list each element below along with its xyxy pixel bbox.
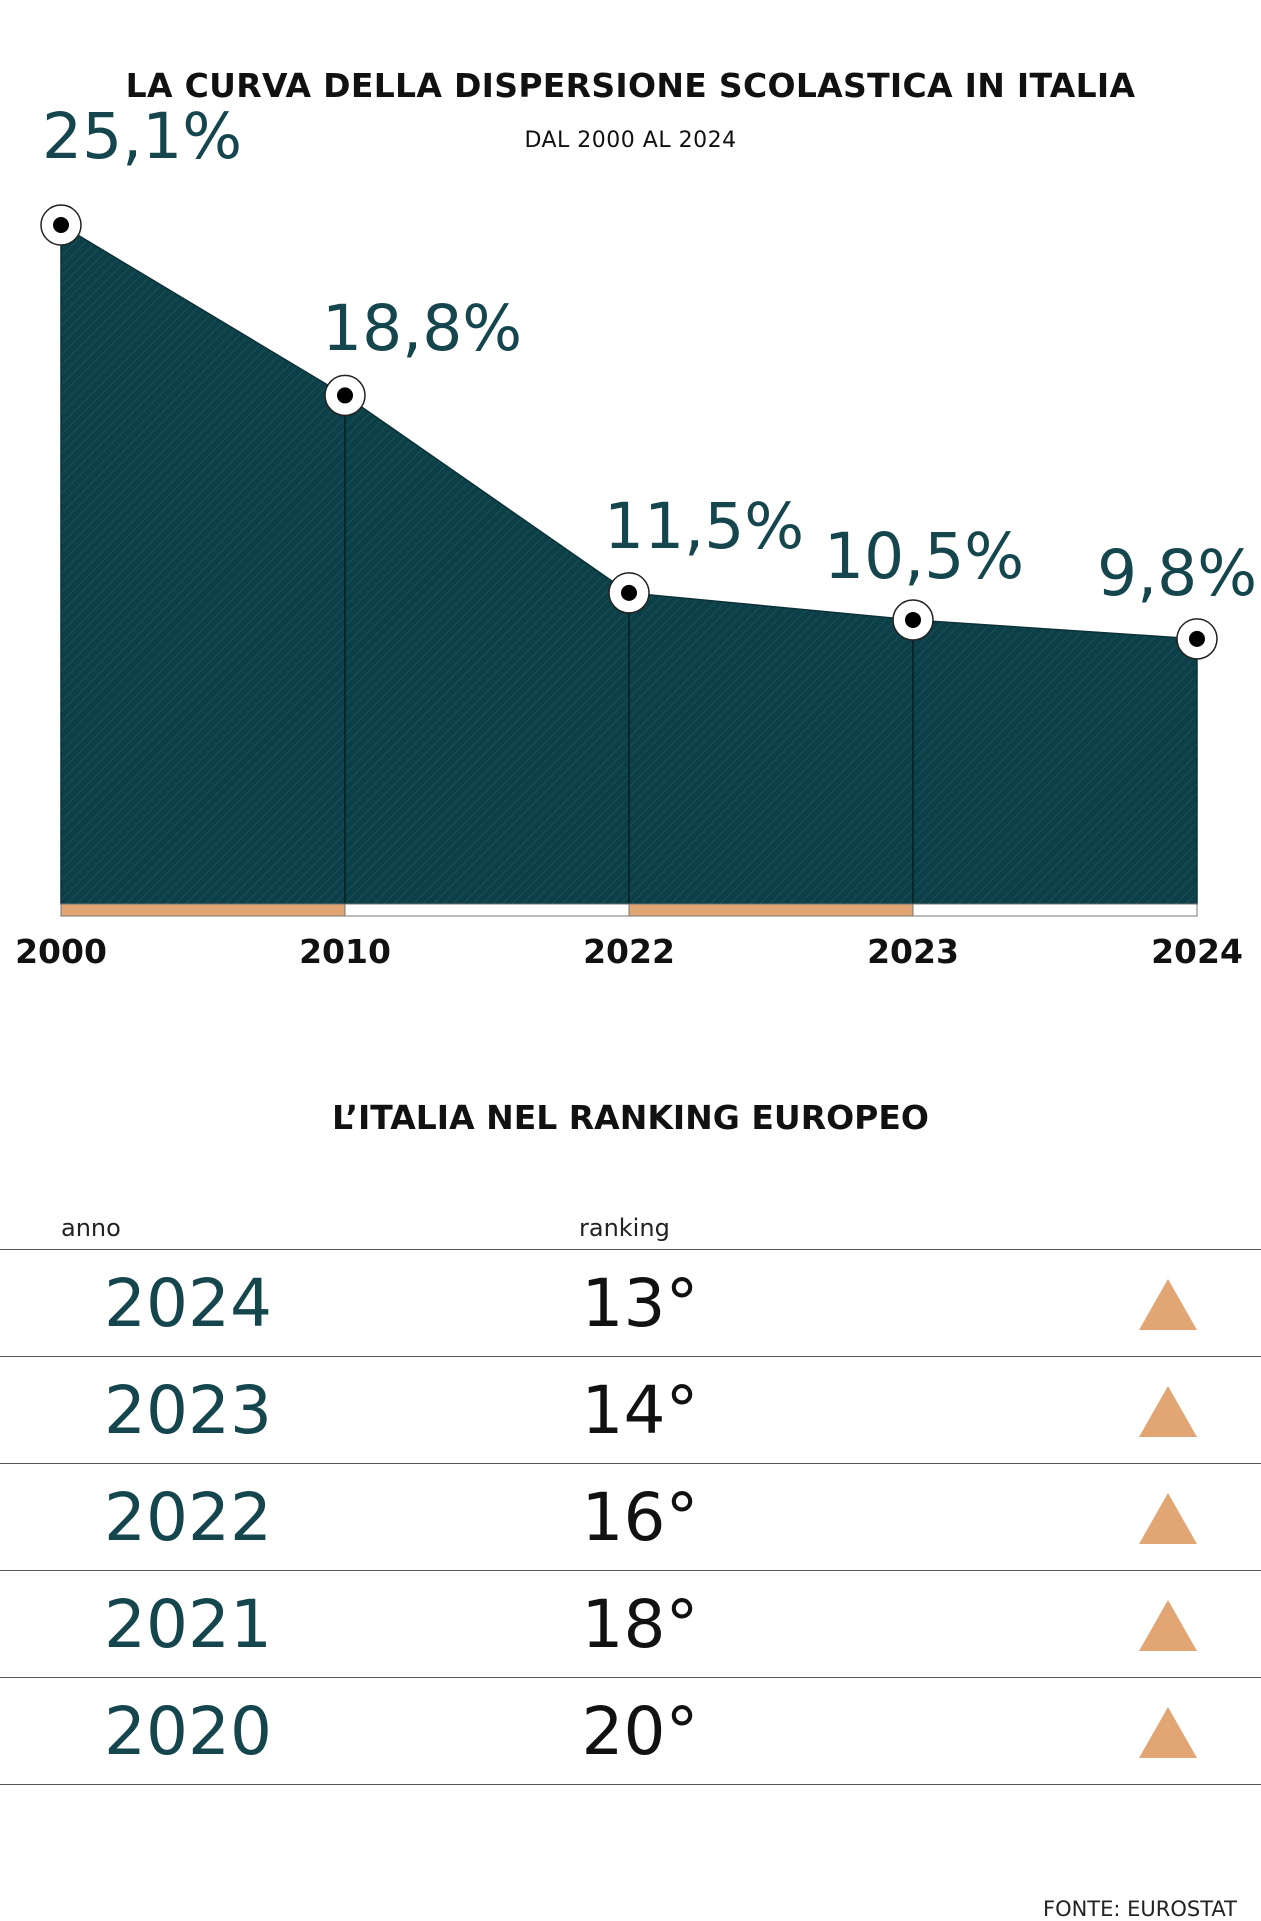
row-year: 2020 [104, 1693, 272, 1770]
data-point-dot [337, 387, 353, 404]
ranking-table: 2024 13° 2023 14° 2022 16° 2021 18° 2020… [0, 1249, 1261, 1785]
table-row: 2022 16° [0, 1463, 1261, 1570]
row-year: 2024 [104, 1265, 272, 1342]
data-point-dot [1189, 630, 1205, 647]
chart-subtitle: DAL 2000 AL 2024 [524, 128, 737, 153]
row-ranking: 14° [581, 1372, 699, 1449]
table-row: 2023 14° [0, 1356, 1261, 1463]
baseline-segment [912, 903, 1198, 917]
baseline-segment [60, 903, 346, 917]
row-ranking: 18° [581, 1586, 699, 1663]
x-tick-label: 2000 [15, 932, 107, 971]
table-row: 2024 13° [0, 1249, 1261, 1356]
table-row: 2021 18° [0, 1570, 1261, 1677]
x-tick-label: 2023 [867, 932, 959, 971]
row-ranking: 20° [581, 1693, 699, 1770]
column-header-anno: anno [61, 1214, 121, 1242]
x-tick-label: 2024 [1151, 932, 1243, 971]
data-label: 11,5% [604, 490, 804, 563]
data-label: 18,8% [322, 292, 522, 365]
up-triangle-icon [1139, 1279, 1197, 1330]
data-point-dot [53, 217, 69, 233]
up-triangle-icon [1139, 1493, 1197, 1544]
up-triangle-icon [1139, 1386, 1197, 1437]
baseline-segment [628, 903, 914, 917]
data-label: 9,8% [1097, 537, 1257, 610]
column-header-ranking: ranking [579, 1214, 670, 1242]
x-tick-label: 2022 [583, 932, 675, 971]
row-year: 2023 [104, 1372, 272, 1449]
baseline-segment [344, 903, 630, 917]
ranking-title: L’ITALIA NEL RANKING EUROPEO [332, 1098, 929, 1137]
row-ranking: 16° [581, 1479, 699, 1556]
chart-title: LA CURVA DELLA DISPERSIONE SCOLASTICA IN… [125, 66, 1136, 105]
row-ranking: 13° [581, 1265, 699, 1342]
row-year: 2021 [104, 1586, 272, 1663]
x-tick-label: 2010 [299, 932, 391, 971]
table-row: 2020 20° [0, 1677, 1261, 1785]
data-label: 10,5% [824, 520, 1024, 593]
area-chart: 25,1% 18,8% 11,5% 10,5% 9,8% 2000 2010 2022 202… [15, 100, 1257, 971]
up-triangle-icon [1139, 1600, 1197, 1651]
data-point-dot [905, 611, 921, 628]
data-point-dot [621, 584, 637, 601]
source-note: FONTE: EUROSTAT [1042, 1897, 1237, 1921]
row-year: 2022 [104, 1479, 272, 1556]
up-triangle-icon [1139, 1707, 1197, 1758]
data-label: 25,1% [42, 100, 242, 173]
